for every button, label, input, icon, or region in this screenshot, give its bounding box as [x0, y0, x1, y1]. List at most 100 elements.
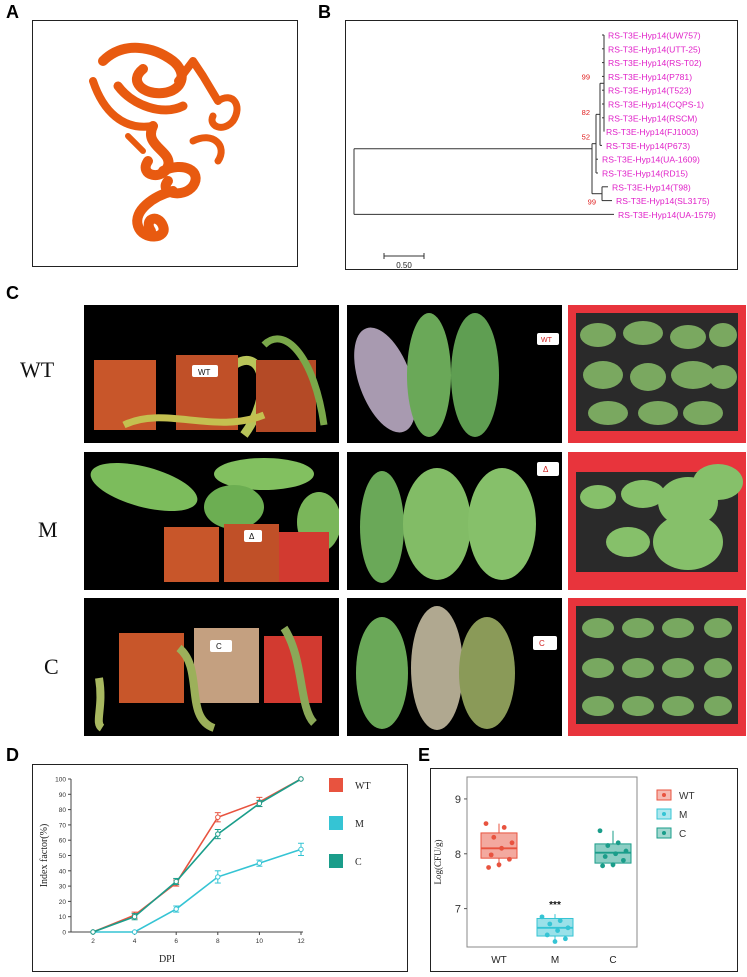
data-point-wt: [499, 845, 504, 851]
phylogenetic-tree-panel: RS-T3E-Hyp14(UW757) RS-T3E-Hyp14(UTT-25) R…: [345, 20, 738, 270]
tree-taxon-label: RS-T3E-Hyp14(T523): [608, 86, 692, 96]
pot-tag-c: C: [216, 642, 222, 651]
tree-scale-label: 0.50: [396, 261, 412, 269]
photo-c-pots: C: [84, 598, 339, 736]
x-tick-label: M: [551, 955, 559, 966]
data-point-m: [298, 846, 304, 853]
legend-swatch-c: [329, 854, 343, 868]
data-point-c: [256, 800, 263, 807]
data-point-c: [90, 929, 96, 935]
tree-bootstrap-value: 99: [588, 198, 596, 207]
data-point-c: [605, 843, 611, 848]
y-tick-label: 40: [59, 868, 67, 875]
panel-label-d: D: [6, 745, 19, 765]
y-tick-label: 70: [59, 822, 67, 829]
data-point-m: [555, 928, 560, 933]
legend-label-wt: WT: [679, 791, 695, 802]
data-point-c: [298, 776, 304, 782]
box-wt: [480, 832, 518, 859]
data-point-m: [557, 918, 563, 924]
data-point-m: [563, 936, 568, 942]
row-label-c: C: [44, 654, 59, 679]
y-tick-label: 50: [59, 853, 67, 860]
leaf-tag-m: Δ: [543, 465, 549, 474]
tree-taxon-label: RS-T3E-Hyp14(UA-1579): [618, 210, 716, 220]
data-point-m: [131, 929, 138, 935]
x-tick-label: 2: [91, 938, 95, 945]
y-tick-label: 90: [59, 792, 67, 799]
disease-index-line-chart: 0 10 20 30 40 50 60 70 80 90 100 2 4 6 8 10 12 DPI Index f…: [39, 776, 371, 965]
tree-taxon-label: RS-T3E-Hyp14(CQPS-1): [608, 100, 704, 110]
data-point-wt: [483, 821, 489, 827]
data-point-c: [623, 848, 629, 854]
panel-label-e: E: [418, 745, 431, 765]
data-point-wt: [501, 825, 507, 830]
photo-m-tray: [568, 452, 746, 590]
y-tick-label: 0: [62, 930, 66, 937]
y-tick-label: 8: [455, 849, 461, 861]
x-tick-label: 8: [216, 938, 220, 945]
tree-bootstrap-value: 82: [582, 108, 590, 117]
protein-structure-panel: [32, 20, 298, 267]
data-point-c: [600, 863, 605, 869]
photo-wt-leaves: WT: [347, 305, 562, 443]
legend-dot: [662, 793, 666, 797]
tree-taxon-label: RS-T3E-Hyp14(SL3175): [616, 196, 710, 206]
data-point-m: [544, 932, 550, 938]
tree-taxon-label: RS-T3E-Hyp14(RS-T02): [608, 58, 702, 68]
data-point-c: [173, 878, 179, 885]
protein-ribbon-image: [89, 42, 241, 242]
legend-swatch-wt: [329, 778, 343, 792]
data-point-m: [215, 874, 221, 880]
legend-dot: [662, 831, 666, 835]
pot-tag-m: Δ: [249, 532, 255, 541]
series-line-c: [92, 778, 302, 933]
tree-taxon-label: RS-T3E-Hyp14(P781): [608, 72, 692, 82]
photo-m-leaves: Δ: [347, 452, 562, 590]
legend-label-c: C: [355, 857, 362, 868]
data-point-m: [539, 914, 545, 920]
y-tick-label: 30: [59, 884, 67, 891]
data-point-c: [602, 854, 608, 859]
photo-wt-pots: WT: [84, 305, 339, 443]
photo-m-pots: Δ: [84, 452, 339, 590]
x-tick-label: WT: [491, 955, 507, 966]
row-label-wt: WT: [20, 357, 55, 382]
tree-taxon-label: RS-T3E-Hyp14(UW757): [608, 31, 701, 41]
data-point-wt: [486, 865, 491, 870]
data-point-c: [610, 862, 616, 868]
tree-taxon-label: RS-T3E-Hyp14(RSCM): [608, 113, 697, 123]
leaf-tag-wt: WT: [541, 337, 553, 344]
y-tick-label: 9: [455, 794, 461, 806]
x-tick-label: 6: [174, 938, 178, 945]
data-point-c: [613, 851, 618, 857]
y-tick-label: 20: [59, 899, 67, 906]
tree-taxon-label: RS-T3E-Hyp14(UTT-25): [608, 44, 701, 54]
y-tick-label: 80: [59, 807, 67, 814]
phylogenetic-tree: RS-T3E-Hyp14(UW757) RS-T3E-Hyp14(UTT-25) R…: [353, 31, 716, 270]
data-point-c: [615, 840, 621, 846]
x-tick-label: 10: [256, 938, 264, 945]
legend-label-wt: WT: [355, 781, 371, 792]
legend-label-m: M: [355, 819, 364, 830]
legend-dot: [662, 812, 666, 816]
bacterial-load-chart-panel: 7 8 9 Log(CFU/g) WT M C *** WT M C: [430, 768, 738, 972]
data-point-wt: [215, 814, 221, 820]
significance-label: ***: [549, 900, 561, 911]
y-tick-label: 60: [59, 838, 67, 845]
y-tick-label: 7: [455, 904, 461, 916]
x-tick-label: 4: [133, 938, 137, 945]
tree-taxon-label: RS-T3E-Hyp14(RD15): [602, 169, 688, 179]
photo-c-tray: [568, 598, 746, 736]
y-tick-label: 10: [59, 914, 67, 921]
tree-bootstrap-value: 99: [582, 72, 590, 81]
panel-label-c: C: [6, 283, 19, 303]
data-point-c: [621, 857, 626, 863]
tree-bootstrap-value: 52: [582, 132, 590, 141]
row-label-m: M: [38, 517, 58, 542]
data-point-wt: [488, 852, 494, 858]
x-tick-label: C: [609, 955, 616, 966]
series-line-m: [93, 848, 302, 933]
data-point-m: [173, 906, 179, 912]
data-point-wt: [491, 834, 497, 840]
